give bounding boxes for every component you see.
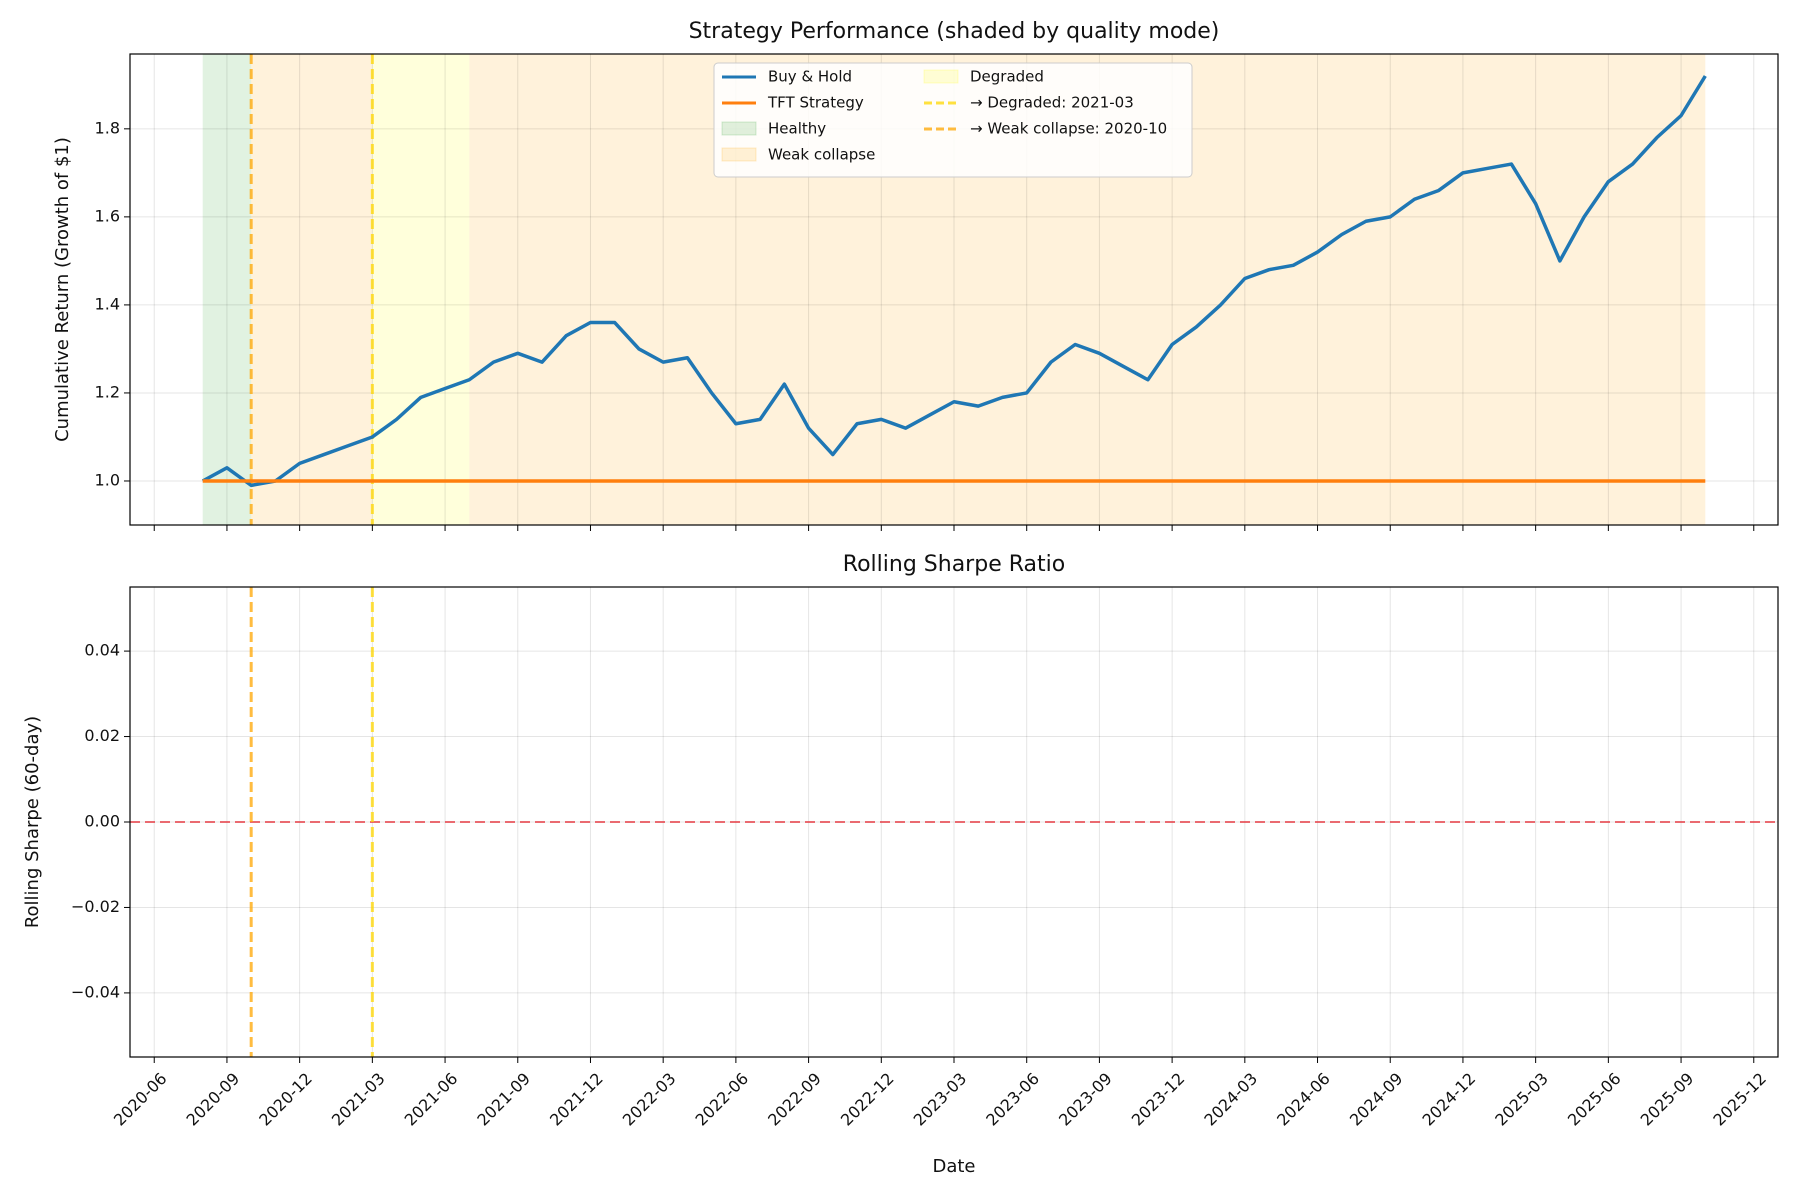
legend-label: → Degraded: 2021-03 (970, 94, 1134, 112)
y-tick-label: 0.02 (84, 726, 120, 745)
plot-area (130, 587, 1778, 1057)
legend-label: Degraded (970, 68, 1044, 86)
x-tick-label: 2024-03 (1200, 1069, 1261, 1130)
legend-swatch (721, 147, 757, 162)
x-tick-label: 2021-09 (473, 1069, 534, 1130)
x-tick-label: 2022-09 (764, 1069, 825, 1130)
region (372, 54, 470, 525)
legend-swatch (923, 69, 959, 84)
axes-frame (129, 53, 1779, 526)
legend-frame (713, 62, 1193, 178)
y-tick-label: 0.04 (84, 641, 120, 660)
legend-label: Healthy (768, 120, 826, 138)
x-tick-label: 2023-12 (1128, 1069, 1189, 1130)
axes-frame (129, 586, 1779, 1058)
region (251, 54, 373, 525)
y-tick-label: 1.2 (95, 382, 120, 401)
x-tick-label: 2023-03 (910, 1069, 971, 1130)
x-tick-label: 2022-12 (837, 1069, 898, 1130)
x-tick-label: 2021-12 (546, 1069, 607, 1130)
plot-area (130, 54, 1778, 525)
y-tick-label: 0.00 (84, 812, 120, 831)
y-tick-label: 1.4 (95, 294, 120, 313)
x-tick-label: 2021-06 (401, 1069, 462, 1130)
y-tick-label: 1.8 (95, 118, 120, 137)
x-tick-label: 2024-09 (1346, 1069, 1407, 1130)
x-tick-label: 2023-06 (982, 1069, 1043, 1130)
x-tick-label: 2025-03 (1491, 1069, 1552, 1130)
legend-label: → Weak collapse: 2020-10 (970, 120, 1167, 138)
x-tick-label: 2024-12 (1419, 1069, 1480, 1130)
x-tick-label: 2020-09 (183, 1069, 244, 1130)
x-tick-label: 2020-12 (255, 1069, 316, 1130)
y-axis-label: Rolling Sharpe (60-day) (22, 716, 43, 928)
chart-title: Strategy Performance (shaded by quality … (689, 19, 1220, 44)
y-tick-label: −0.04 (71, 982, 120, 1001)
x-tick-label: 2020-06 (110, 1069, 171, 1130)
x-tick-label: 2023-09 (1055, 1069, 1116, 1130)
x-tick-label: 2025-06 (1564, 1069, 1625, 1130)
y-tick-label: 1.6 (95, 206, 120, 225)
region (202, 54, 252, 525)
y-tick-label: 1.0 (95, 470, 120, 489)
x-tick-label: 2022-03 (619, 1069, 680, 1130)
x-tick-label: 2025-12 (1709, 1069, 1770, 1130)
x-axis-label: Date (932, 1156, 975, 1177)
legend-label: Weak collapse (768, 146, 875, 164)
x-tick-label: 2025-09 (1637, 1069, 1698, 1130)
y-axis-label: Cumulative Return (Growth of $1) (52, 137, 73, 442)
x-tick-label: 2024-06 (1273, 1069, 1334, 1130)
legend-label: Buy & Hold (768, 68, 852, 86)
y-tick-label: −0.02 (71, 897, 120, 916)
series-line (201, 75, 1707, 488)
chart-title: Rolling Sharpe Ratio (843, 552, 1065, 577)
legend-label: TFT Strategy (767, 94, 864, 112)
legend-swatch (721, 121, 757, 136)
x-tick-label: 2021-03 (328, 1069, 389, 1130)
x-tick-label: 2022-06 (691, 1069, 752, 1130)
